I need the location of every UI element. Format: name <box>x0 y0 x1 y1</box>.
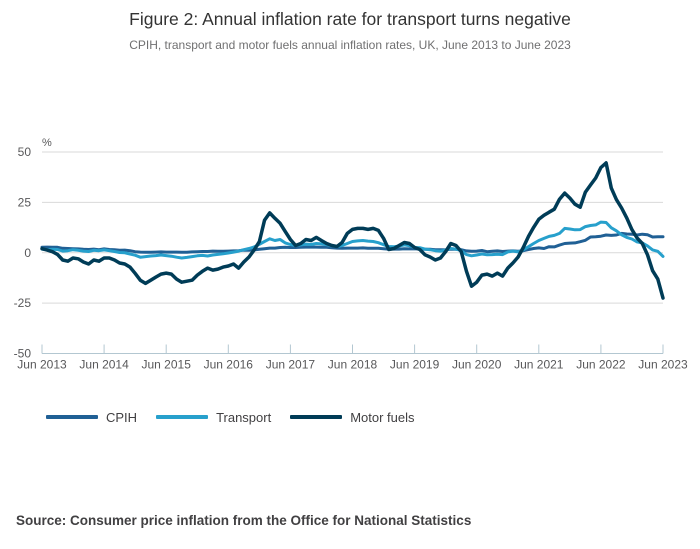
y-tick-label: 50 <box>18 145 32 159</box>
x-tick-labels: Jun 2013 Jun 2014 Jun 2015 Jun 2016 Jun 2017… <box>17 358 688 372</box>
series-lines <box>40 161 665 300</box>
x-tick-label: Jun 2014 <box>79 358 129 372</box>
legend-item-motor-fuels: Motor fuels <box>290 409 415 425</box>
x-tick-label: Jun 2017 <box>266 358 316 372</box>
x-tick-label: Jun 2021 <box>514 358 564 372</box>
y-axis-unit-label: % <box>42 137 52 149</box>
y-tick-label: -50 <box>14 347 32 361</box>
chart-subtitle: CPIH, transport and motor fuels annual i… <box>129 38 571 52</box>
chart-title: Figure 2: Annual inflation rate for tran… <box>129 9 571 29</box>
x-tick-label: Jun 2013 <box>17 358 67 372</box>
motor-fuels-line-swatch <box>290 415 343 419</box>
x-tick-label: Jun 2020 <box>452 358 502 372</box>
x-tick-label: Jun 2022 <box>576 358 626 372</box>
legend-label-motor-fuels: Motor fuels <box>350 409 415 425</box>
chart-legend: CPIH Transport Motor fuels <box>46 407 415 427</box>
x-tick-label: Jun 2016 <box>204 358 254 372</box>
x-tick-label: Jun 2018 <box>328 358 378 372</box>
legend-label-cpih: CPIH <box>106 409 138 425</box>
motor-fuels-line <box>40 161 665 300</box>
x-tick-label: Jun 2015 <box>142 358 192 372</box>
cpih-line-swatch <box>46 415 98 419</box>
legend-item-cpih: CPIH <box>46 410 137 425</box>
y-tick-label: 25 <box>18 195 32 209</box>
legend-label-transport: Transport <box>216 409 272 425</box>
legend-item-transport: Transport <box>156 410 271 425</box>
x-tick-label: Jun 2019 <box>390 358 440 372</box>
y-tick-label: 0 <box>24 246 31 260</box>
y-tick-labels: 50 25 0 -25 -50 <box>14 145 32 361</box>
cpih-line <box>40 231 665 254</box>
source-note: Source: Consumer price inflation from th… <box>16 513 472 528</box>
y-tick-label: -25 <box>14 296 32 310</box>
x-tick-label: Jun 2023 <box>638 358 688 372</box>
x-axis <box>41 344 664 354</box>
transport-line-swatch <box>156 415 209 419</box>
transport-line <box>40 220 665 260</box>
